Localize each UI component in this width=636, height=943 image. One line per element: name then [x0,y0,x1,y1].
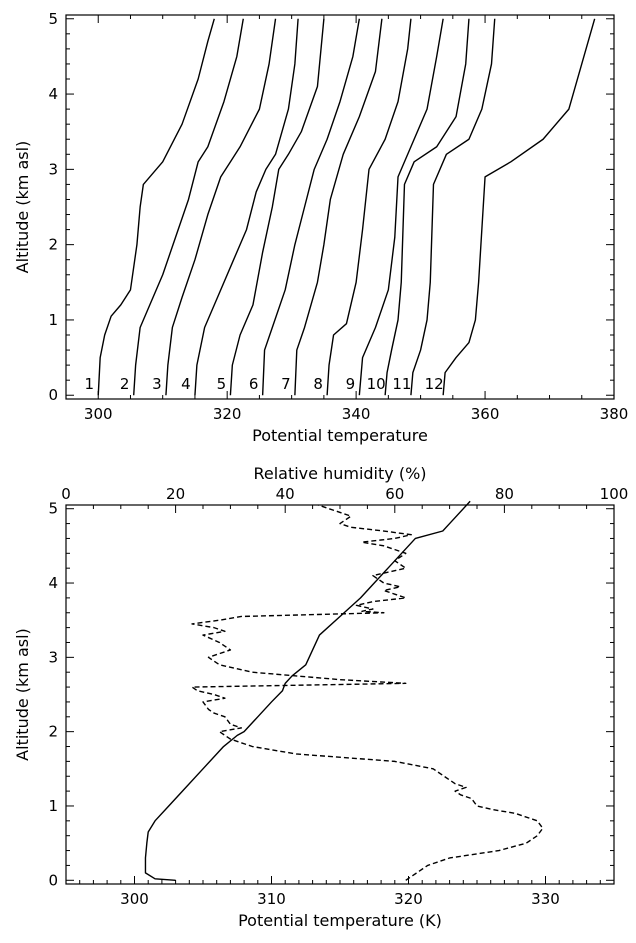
x2-tick-label: 60 [385,485,404,503]
y-tick-label: 4 [48,574,58,592]
x-tick-label: 360 [471,405,500,423]
x-tick-label: 300 [84,405,113,423]
profile-label: 12 [425,375,444,393]
profile-line-5 [229,18,325,396]
y-tick-label: 1 [48,311,58,329]
profile-line-8 [326,18,412,396]
y-axis-label: Altitude (km asl) [13,628,32,761]
y-tick-label: 2 [48,236,58,254]
y-tick-label: 3 [48,648,58,666]
profile-label: 1 [84,375,94,393]
potential-temperature-line [144,500,471,881]
y-tick-label: 1 [48,797,58,815]
profile-line-12 [442,18,596,396]
y-tick-label: 0 [48,871,58,889]
x-tick-label: 330 [531,890,560,908]
profile-line-4 [194,18,299,396]
profile-line-2 [132,18,244,396]
profile-line-9 [358,18,444,396]
x-tick-label: 340 [342,405,371,423]
temperature-humidity-profile-chart: 300 310 320 330 0 20 40 60 80 100 0 1 2 3 4 5 Potential … [13,464,628,930]
x-tick-label: 380 [600,405,629,423]
x-tick-label: 320 [394,890,423,908]
profile-line-1 [97,18,215,396]
x-axis-label: Potential temperature (K) [238,911,442,930]
y-tick-label: 5 [48,10,58,28]
profile-line-7 [294,18,383,396]
x2-tick-label: 80 [495,485,514,503]
y-tick-label: 4 [48,85,58,103]
profile-label: 10 [367,375,386,393]
x2-tick-label: 40 [276,485,295,503]
plot-frame [65,14,615,400]
profile-label: 11 [392,375,411,393]
profile-label: 8 [313,375,323,393]
x-tick-label: 300 [120,890,149,908]
profile-line-11 [410,18,496,396]
y-tick-label: 0 [48,386,58,404]
plot-frame [65,504,615,885]
x-tick-label: 320 [213,405,242,423]
y-tick-label: 2 [48,723,58,741]
x2-axis-label: Relative humidity (%) [253,464,426,483]
profile-label: 5 [217,375,227,393]
profile-label: 4 [181,375,191,393]
relative-humidity-line [191,504,544,881]
y-axis-label: Altitude (km asl) [13,141,32,274]
profile-label: 2 [120,375,130,393]
profile-line-6 [261,18,361,396]
profile-label: 6 [249,375,259,393]
profile-line-10 [384,18,470,396]
profile-label: 9 [346,375,356,393]
x2-tick-label: 100 [600,485,629,503]
profile-label: 7 [281,375,291,393]
y-tick-label: 5 [48,500,58,518]
x2-tick-label: 20 [166,485,185,503]
x-tick-label: 310 [257,890,286,908]
profile-label: 3 [152,375,162,393]
y-tick-label: 3 [48,160,58,178]
profile-line-3 [165,18,277,396]
x2-tick-label: 0 [61,485,71,503]
x-axis-label: Potential temperature [252,426,428,445]
